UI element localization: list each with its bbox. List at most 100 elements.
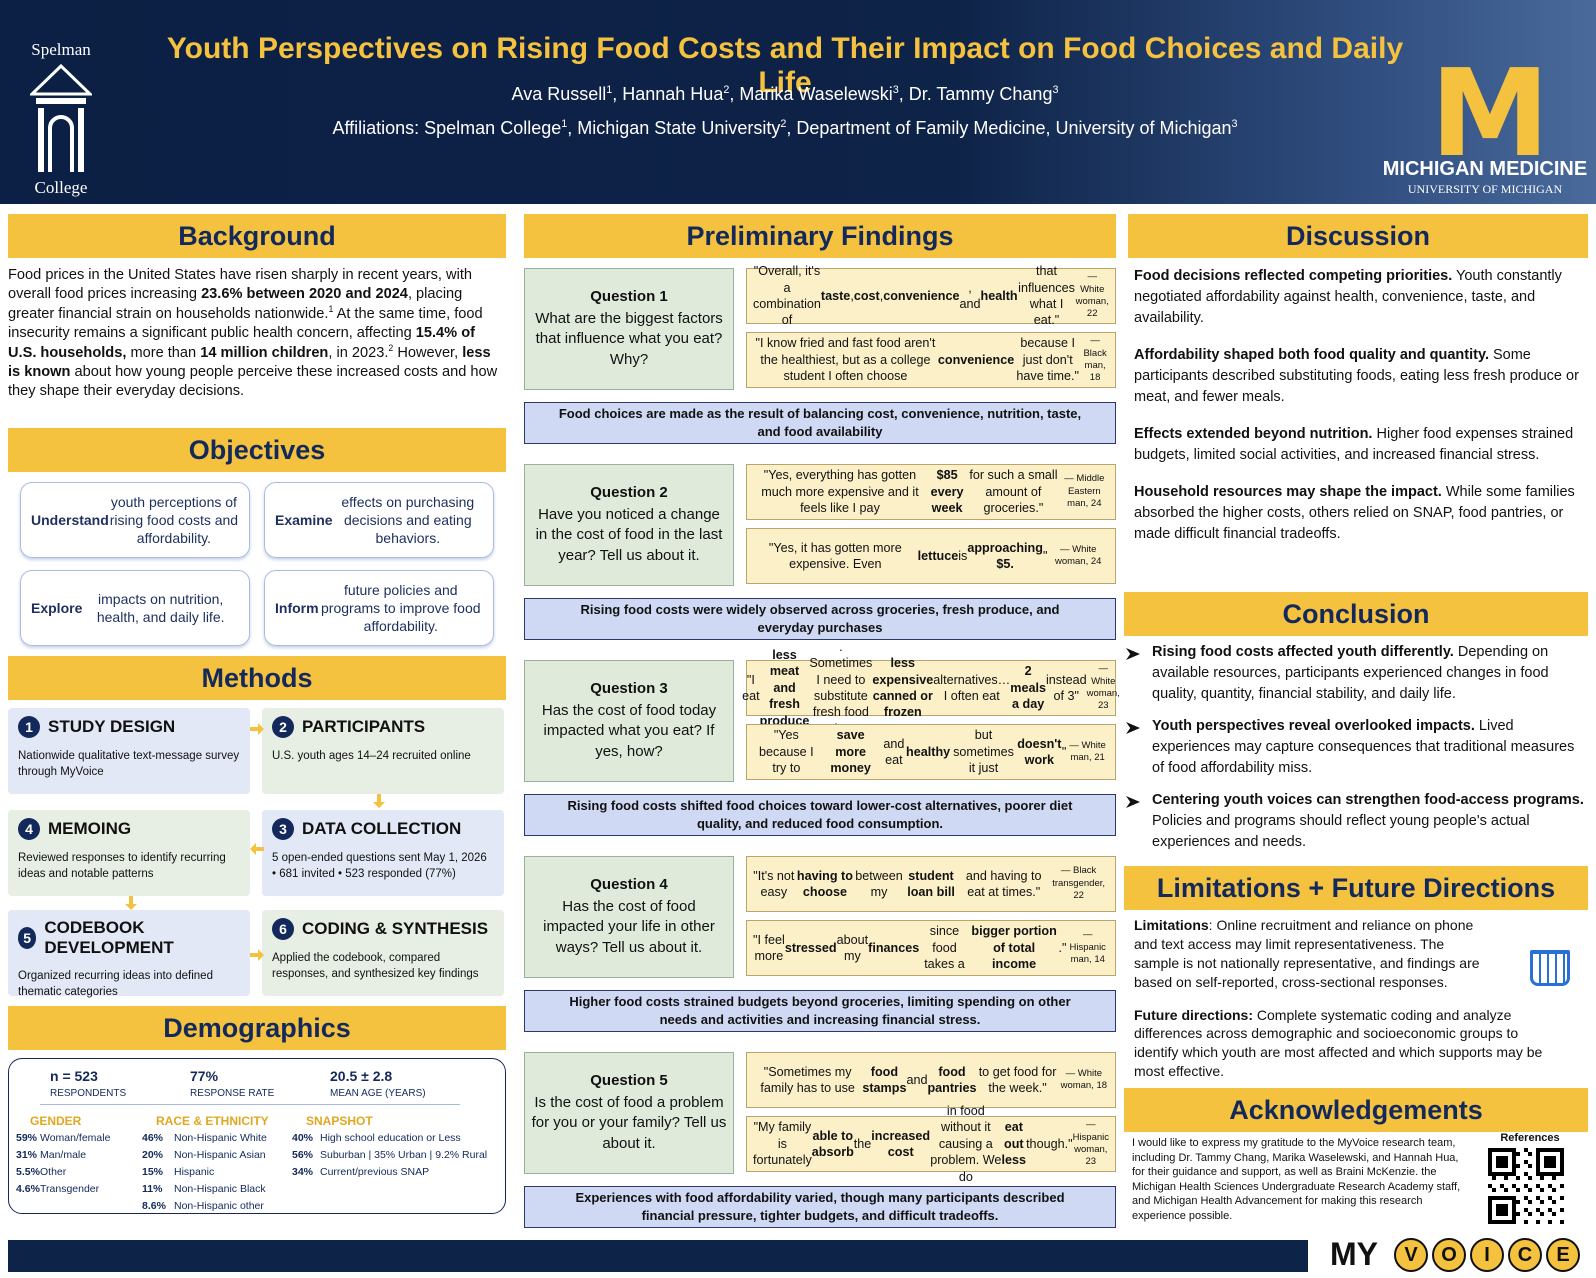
qr-cell — [1532, 1216, 1536, 1220]
bold-run: food pantries — [927, 1064, 977, 1095]
qr-cell — [1536, 1200, 1540, 1204]
qr-cell — [1488, 1164, 1492, 1168]
qr-cell — [1500, 1212, 1504, 1216]
step-title: CODING & SYNTHESIS — [302, 919, 489, 938]
qr-cell — [1528, 1148, 1532, 1152]
spelman-building — [30, 64, 92, 172]
text-run: While some families absorbed the higher … — [1134, 484, 1575, 543]
text-run: However, — [393, 344, 463, 361]
qr-cell — [1500, 1164, 1504, 1168]
qr-cell — [1536, 1208, 1540, 1212]
qr-cell — [1528, 1204, 1532, 1208]
qr-cell — [1496, 1160, 1500, 1164]
qr-cell — [1496, 1200, 1500, 1204]
step-text: Nationwide qualitative text-message surv… — [18, 750, 240, 779]
qr-cell — [1560, 1212, 1564, 1216]
text-run: Affiliations: Spelman College — [332, 118, 562, 138]
qr-cell — [1540, 1192, 1544, 1196]
superscript: 1 — [328, 303, 334, 314]
question-text: Is the cost of food a problem for you or… — [531, 1094, 727, 1152]
qr-cell — [1536, 1172, 1540, 1176]
method-step: 5 CODEBOOK DEVELOPMENT Organized recurring… — [8, 910, 250, 998]
step-text: U.S. youth ages 14–24 recruited online — [272, 750, 471, 762]
qr-cell — [1552, 1172, 1556, 1176]
bold-run: Affordability shaped both food quality a… — [1134, 347, 1489, 364]
qr-cell — [1500, 1184, 1504, 1188]
group-pct: 20% — [142, 1149, 164, 1161]
qr-cell — [1504, 1220, 1508, 1224]
qr-cell — [1536, 1204, 1540, 1208]
qr-cell — [1536, 1220, 1540, 1224]
qr-cell — [1520, 1176, 1524, 1180]
stat-label: RESPONSE RATE — [190, 1088, 275, 1099]
spelman-college: College — [34, 178, 88, 197]
bold-run: Centering youth voices can strengthen fo… — [1152, 792, 1584, 808]
qr-cell — [1508, 1196, 1512, 1200]
qr-cell — [1532, 1164, 1536, 1168]
qr-cell — [1560, 1184, 1564, 1188]
text-run: " — [1061, 744, 1067, 759]
qr-cell — [1492, 1204, 1496, 1208]
qr-cell — [1536, 1168, 1540, 1172]
discussion-paragraph: Household resources may shape the impact… — [1134, 482, 1584, 545]
step-text: 5 open-ended questions sent May 1, 2026 … — [272, 852, 487, 881]
qr-cell — [1532, 1188, 1536, 1192]
step-number: 1 — [18, 716, 40, 738]
qr-cell — [1556, 1180, 1560, 1184]
qr-cell — [1500, 1220, 1504, 1224]
text-run: "Yes because I try to — [759, 728, 814, 776]
qr-cell — [1560, 1176, 1564, 1180]
qr-cell — [1560, 1196, 1564, 1200]
qr-cell — [1560, 1148, 1564, 1152]
qr-cell — [1512, 1160, 1516, 1164]
qr-cell — [1508, 1200, 1512, 1204]
qr-cell — [1512, 1204, 1516, 1208]
qr-cell — [1540, 1184, 1544, 1188]
qr-cell — [1548, 1180, 1552, 1184]
qr-cell — [1516, 1188, 1520, 1192]
poster-title: Youth Perspectives on Rising Food Costs … — [166, 32, 1404, 99]
method-step: 3 DATA COLLECTION 5 open-ended questions s… — [262, 810, 504, 896]
bold-run: Understand — [31, 511, 109, 528]
text-run: , and — [959, 280, 981, 311]
qr-cell — [1488, 1168, 1492, 1172]
qr-cell — [1500, 1196, 1504, 1200]
qr-cell — [1524, 1176, 1528, 1180]
qr-cell — [1556, 1176, 1560, 1180]
qr-cell — [1552, 1204, 1556, 1208]
footer-band — [8, 1240, 1308, 1272]
step-header: 4 MEMOING — [18, 818, 240, 840]
qr-cell — [1516, 1176, 1520, 1180]
text-run: since food takes a — [924, 924, 965, 972]
qr-cell — [1540, 1220, 1544, 1224]
qr-cell — [1540, 1216, 1544, 1220]
bold-run: finances — [868, 940, 920, 955]
stat-label: MEAN AGE (YEARS) — [330, 1088, 426, 1099]
objective-card: Examine effects on purchasing decisions … — [264, 482, 494, 558]
qr-cell — [1496, 1164, 1500, 1168]
bullet — [1126, 796, 1140, 808]
qr-cell — [1556, 1152, 1560, 1156]
question-box: Question 1 What are the biggest factors t… — [524, 268, 734, 390]
attribution: — Black transgender, 22 — [1052, 865, 1106, 902]
qr-cell — [1556, 1168, 1560, 1172]
text-run: that influences what I eat." — [1018, 264, 1075, 328]
text-run: and — [906, 1072, 928, 1087]
qr-cell — [1536, 1160, 1540, 1164]
text-run: "Overall, it's a combination of — [753, 264, 821, 328]
qr-cell — [1556, 1164, 1560, 1168]
qr-cell — [1544, 1148, 1548, 1152]
qr-cell — [1532, 1148, 1536, 1152]
qr-cell — [1508, 1168, 1512, 1172]
qr-cell — [1504, 1212, 1508, 1216]
qr-cell — [1496, 1216, 1500, 1220]
demographics-box — [8, 1058, 506, 1214]
qr-cell — [1508, 1220, 1512, 1224]
qr-cell — [1540, 1156, 1544, 1160]
group-pct: 59% — [16, 1132, 38, 1144]
qr-cell — [1544, 1168, 1548, 1172]
section-heading: Preliminary Findings — [524, 214, 1116, 258]
superscript: 3 — [892, 84, 899, 96]
qr-cell — [1532, 1176, 1536, 1180]
group-pct: 46% — [142, 1132, 164, 1144]
